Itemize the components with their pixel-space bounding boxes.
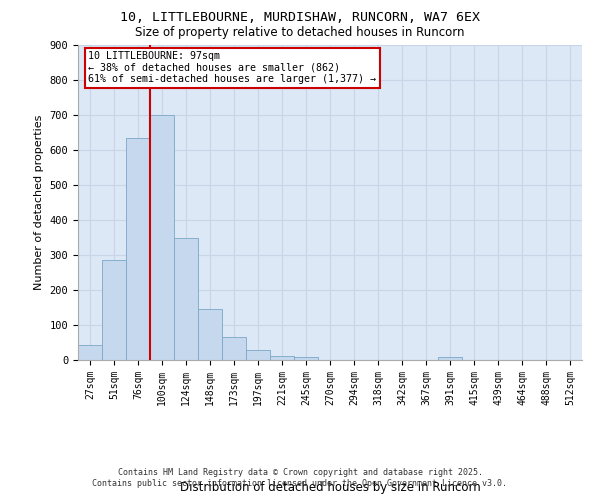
Text: 10 LITTLEBOURNE: 97sqm
← 38% of detached houses are smaller (862)
61% of semi-de: 10 LITTLEBOURNE: 97sqm ← 38% of detached…: [88, 52, 376, 84]
Bar: [150, 115, 174, 360]
Bar: [174, 238, 198, 360]
Y-axis label: Number of detached properties: Number of detached properties: [34, 115, 44, 290]
Bar: [78, 346, 102, 360]
Bar: [294, 356, 318, 360]
Text: Contains HM Land Registry data © Crown copyright and database right 2025.
Contai: Contains HM Land Registry data © Crown c…: [92, 468, 508, 487]
Text: Size of property relative to detached houses in Runcorn: Size of property relative to detached ho…: [135, 26, 465, 39]
Bar: [102, 260, 126, 360]
Bar: [222, 337, 246, 360]
Bar: [126, 138, 150, 360]
X-axis label: Distribution of detached houses by size in Runcorn: Distribution of detached houses by size …: [179, 482, 481, 494]
Bar: [246, 350, 270, 360]
Bar: [270, 356, 294, 360]
Bar: [198, 309, 222, 360]
Text: 10, LITTLEBOURNE, MURDISHAW, RUNCORN, WA7 6EX: 10, LITTLEBOURNE, MURDISHAW, RUNCORN, WA…: [120, 11, 480, 24]
Bar: [438, 357, 462, 360]
